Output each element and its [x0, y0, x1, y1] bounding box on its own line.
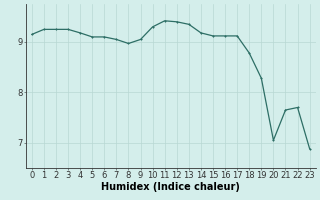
X-axis label: Humidex (Indice chaleur): Humidex (Indice chaleur)	[101, 182, 240, 192]
